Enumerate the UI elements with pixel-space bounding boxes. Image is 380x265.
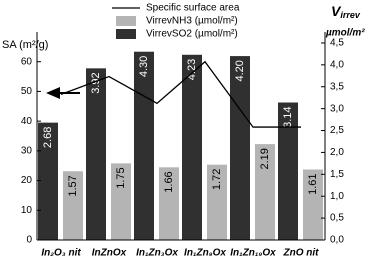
x-tick-label: ZnO nit <box>283 248 320 259</box>
y2-tick-label: 0,0 <box>330 235 344 246</box>
y2-tick-label: 2,0 <box>330 147 344 158</box>
value-label: 1.72 <box>211 169 223 190</box>
y2-tick-label: 1,5 <box>330 169 344 180</box>
value-label: 2.19 <box>259 148 271 169</box>
y-tick-label: 50 <box>21 86 33 97</box>
value-label: 3.14 <box>282 107 294 128</box>
legend-swatch <box>116 16 136 26</box>
y2-tick-label: 0,5 <box>330 213 344 224</box>
value-label: 2.68 <box>42 127 54 148</box>
y2-tick-label: 1,0 <box>330 191 344 202</box>
y-tick-label: 10 <box>21 205 33 216</box>
value-label: 4.20 <box>234 60 246 81</box>
legend-swatch <box>116 29 136 39</box>
legend-label: VirrevNH3 (µmol/m²) <box>146 16 238 27</box>
y-tick-label: 0 <box>26 235 32 246</box>
value-label: 1.75 <box>115 167 127 188</box>
y2-tick-label: 3,0 <box>330 103 344 114</box>
bar <box>255 144 275 240</box>
y2-tick-label: 2,5 <box>330 125 344 136</box>
legend-label: VirrevSO2 (µmol/m²) <box>146 29 238 40</box>
bar <box>63 171 83 240</box>
y2-label-subscript: irrev <box>340 10 361 20</box>
bar <box>134 51 154 240</box>
bar <box>303 169 323 240</box>
value-label: 4.30 <box>138 56 150 77</box>
y-tick-label: 60 <box>21 56 33 67</box>
y-axis-label: SA (m²/g) <box>2 39 48 51</box>
bar <box>182 54 202 241</box>
y-tick-label: 40 <box>21 116 33 127</box>
bar <box>38 122 58 240</box>
bar <box>207 164 227 240</box>
value-label: 1.57 <box>67 175 79 196</box>
line <box>60 60 301 128</box>
axis-arrow <box>46 87 80 99</box>
bar <box>111 163 131 240</box>
legend-label: Specific surface area <box>146 3 240 14</box>
x-tick-label: In₂O₃ nit <box>41 248 81 259</box>
value-label: 3.92 <box>90 72 102 93</box>
y-tick-label: 20 <box>21 175 33 186</box>
bar <box>86 68 106 240</box>
y2-tick-label: 4,5 <box>330 38 344 49</box>
bar <box>278 102 298 240</box>
x-tick-label: In₁Zn₉Ox <box>184 248 226 259</box>
x-tick-label: InZnOx <box>92 248 127 259</box>
value-label: 1.61 <box>307 173 319 194</box>
bar <box>159 167 179 240</box>
y2-axis-label: Virrev <box>331 3 361 21</box>
y2-tick-label: 4,0 <box>330 59 344 70</box>
value-label: 1.66 <box>163 171 175 192</box>
x-tick-label: In₁Zn₃Ox <box>136 248 178 259</box>
y2-label-symbol: V <box>331 3 342 19</box>
x-tick-label: In₁Zn₁₉Ox <box>230 248 276 259</box>
y2-tick-label: 3,5 <box>330 81 344 92</box>
y-tick-label: 30 <box>21 145 33 156</box>
y2-axis-unit: µmol/m² <box>325 28 365 39</box>
bar <box>230 56 250 240</box>
